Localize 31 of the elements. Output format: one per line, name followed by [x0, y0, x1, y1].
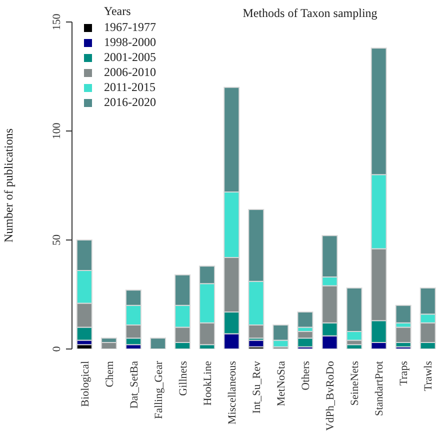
- x-tick-label: Trawls: [422, 361, 435, 392]
- x-tick-label: Traps: [398, 361, 410, 386]
- legend-label: 2011-2015: [104, 80, 156, 95]
- bar: [395, 304, 412, 324]
- legend-label: 2001-2005: [104, 50, 156, 65]
- x-tick-label: Chem: [104, 360, 116, 388]
- legend-label: 1967-1977: [104, 20, 156, 35]
- legend-title: Years: [104, 4, 132, 19]
- x-tick-label: Others: [300, 361, 312, 390]
- chart-title: Methods of Taxon sampling: [242, 6, 378, 21]
- bar: [150, 338, 166, 349]
- y-tick-label: 100: [51, 122, 63, 140]
- bar: [297, 311, 314, 328]
- x-tick-label: Int_Su_Rev: [251, 360, 263, 414]
- x-tick-label: Biological: [79, 361, 92, 407]
- legend-label: 2006-2010: [104, 65, 156, 80]
- y-tick-label: 0: [51, 346, 63, 352]
- x-tick-label: Gillnets: [177, 361, 190, 396]
- legend-label: 2016-2020: [104, 95, 156, 110]
- x-tick-label: SeineNets: [349, 361, 362, 406]
- x-tick-label: VdPh_BvRoDo: [324, 360, 337, 431]
- x-tick-label: Falling_Gear: [152, 360, 165, 420]
- legend-label: 1998-2000: [104, 35, 156, 50]
- x-tick-label: MetNoSta: [276, 360, 288, 406]
- x-tick-label: Dat_SetBa: [128, 360, 140, 409]
- x-tick-label: Miscellaneous: [226, 361, 238, 425]
- x-tick-label: HookLine: [202, 360, 214, 406]
- y-axis-title: Number of publications: [1, 128, 16, 242]
- y-tick-label: 50: [51, 234, 63, 246]
- y-tick-label: 150: [51, 13, 63, 30]
- x-tick-label: StandartProt: [374, 361, 386, 416]
